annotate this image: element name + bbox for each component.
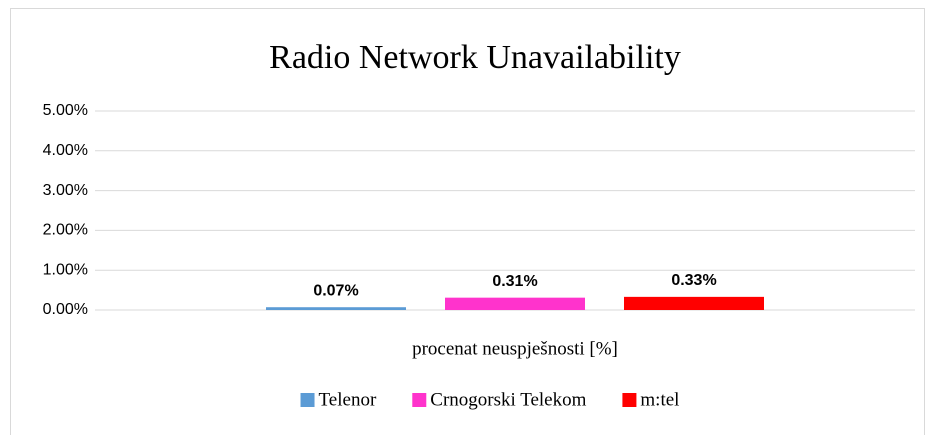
y-tick-label: 1.00% xyxy=(43,261,88,278)
data-label: 0.07% xyxy=(313,282,358,299)
legend-label: Crnogorski Telekom xyxy=(430,389,586,410)
legend-label: m:tel xyxy=(640,389,679,410)
data-label: 0.31% xyxy=(492,273,537,290)
legend-swatch xyxy=(412,393,427,407)
chart-title: Radio Network Unavailability xyxy=(269,39,681,76)
bar xyxy=(624,296,764,310)
bar xyxy=(445,297,585,310)
legend-label: Telenor xyxy=(319,389,377,410)
chart-border xyxy=(10,8,925,435)
y-tick-label: 0.00% xyxy=(43,301,88,318)
y-tick-label: 5.00% xyxy=(43,102,88,119)
legend-swatch xyxy=(622,393,637,407)
legend-swatch xyxy=(300,393,315,407)
y-tick-label: 4.00% xyxy=(43,142,88,159)
x-axis-label: procenat neuspješnosti [%] xyxy=(412,338,618,359)
data-label: 0.33% xyxy=(671,272,716,289)
y-tick-label: 3.00% xyxy=(43,182,88,199)
y-tick-label: 2.00% xyxy=(43,222,88,239)
bar xyxy=(266,307,406,310)
